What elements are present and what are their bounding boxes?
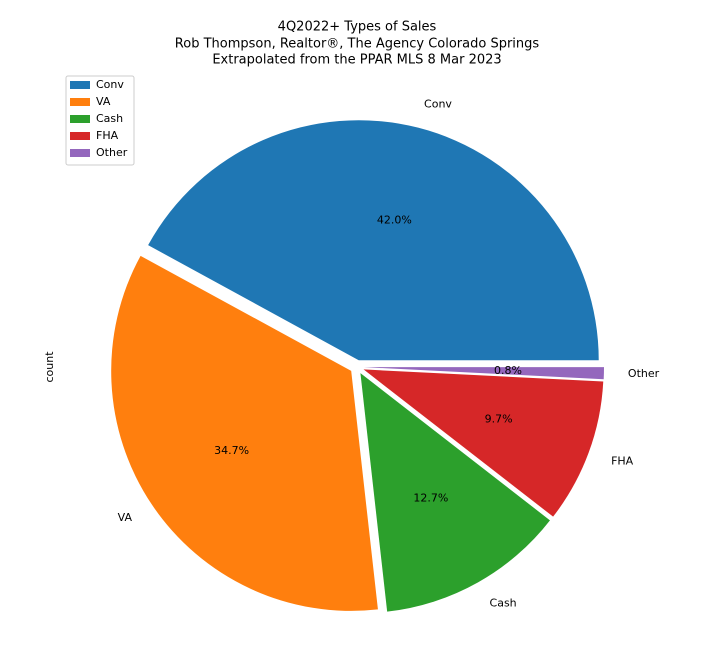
pie-slice <box>148 120 599 361</box>
legend-label: Conv <box>96 78 124 91</box>
legend-swatch <box>70 132 90 140</box>
value-label: 9.7% <box>485 413 513 426</box>
pie-slice <box>363 369 604 517</box>
legend-label: VA <box>96 95 111 108</box>
slice-label: Conv <box>424 97 452 110</box>
value-label: 42.0% <box>377 214 412 227</box>
legend-swatch <box>70 98 90 106</box>
chart-title: Extrapolated from the PPAR MLS 8 Mar 202… <box>212 53 501 68</box>
pie-slice <box>111 255 378 611</box>
slice-label: FHA <box>611 454 634 467</box>
y-axis-label: count <box>43 351 56 383</box>
pie-slice <box>363 367 604 380</box>
value-label: 0.8% <box>494 364 522 377</box>
legend-swatch <box>70 115 90 123</box>
legend-swatch <box>70 81 90 89</box>
legend-swatch <box>70 149 90 157</box>
value-label: 34.7% <box>214 444 249 457</box>
legend-label: FHA <box>96 129 119 142</box>
legend-label: Other <box>96 146 128 159</box>
slice-label: Other <box>628 367 660 380</box>
value-label: 12.7% <box>413 492 448 505</box>
slice-label: Cash <box>490 596 517 609</box>
chart-title: Rob Thompson, Realtor®, The Agency Color… <box>175 37 540 52</box>
slice-label: VA <box>118 511 133 524</box>
chart-title: 4Q2022+ Types of Sales <box>278 20 437 35</box>
pie-slice <box>360 373 550 612</box>
legend-label: Cash <box>96 112 123 125</box>
